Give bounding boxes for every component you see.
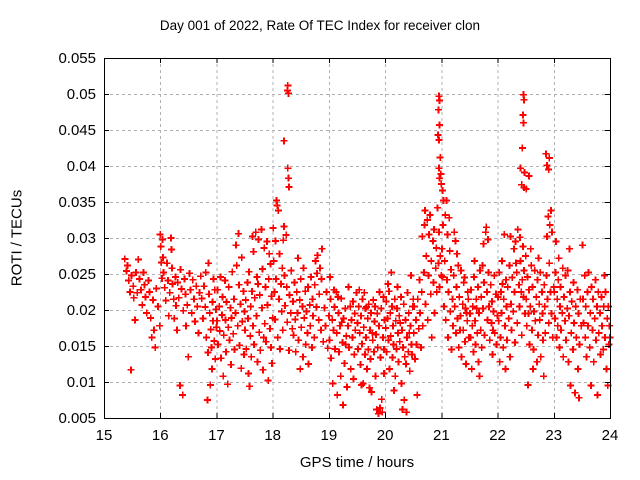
- x-axis-label: GPS time / hours: [299, 454, 415, 471]
- axes-border: [104, 58, 611, 419]
- y-tick-label: 0.045: [58, 122, 96, 139]
- y-tick-label: 0.05: [67, 86, 96, 103]
- x-tick-label: 17: [208, 427, 225, 444]
- y-tick-label: 0.025: [58, 266, 96, 283]
- y-tick-label: 0.01: [67, 374, 96, 391]
- x-tick-label: 24: [602, 427, 619, 444]
- x-tick-label: 15: [96, 427, 113, 444]
- y-tick-label: 0.015: [58, 338, 96, 355]
- x-tick-label: 22: [489, 427, 506, 444]
- x-tick-labels: 15 16 17 18 19 20 21 22 23 24: [96, 427, 619, 444]
- y-tick-label: 0.005: [58, 410, 96, 427]
- y-tick-label: 0.04: [67, 158, 96, 175]
- grid-lines: [104, 58, 610, 418]
- chart-title: Day 001 of 2022, Rate Of TEC Index for r…: [159, 18, 481, 33]
- x-tick-label: 19: [321, 427, 338, 444]
- x-tick-label: 21: [433, 427, 450, 444]
- y-tick-label: 0.03: [67, 230, 96, 247]
- data-points: [121, 81, 614, 418]
- y-tick-label: 0.02: [67, 302, 96, 319]
- y-tick-label: 0.055: [58, 50, 96, 67]
- x-tick-label: 20: [377, 427, 394, 444]
- y-tick-label: 0.035: [58, 194, 96, 211]
- x-tick-label: 23: [545, 427, 562, 444]
- x-tick-label: 18: [264, 427, 281, 444]
- y-tick-labels: 0.005 0.01 0.015 0.02 0.025 0.03 0.035 0.04 0.04…: [58, 50, 96, 427]
- x-tick-label: 16: [152, 427, 169, 444]
